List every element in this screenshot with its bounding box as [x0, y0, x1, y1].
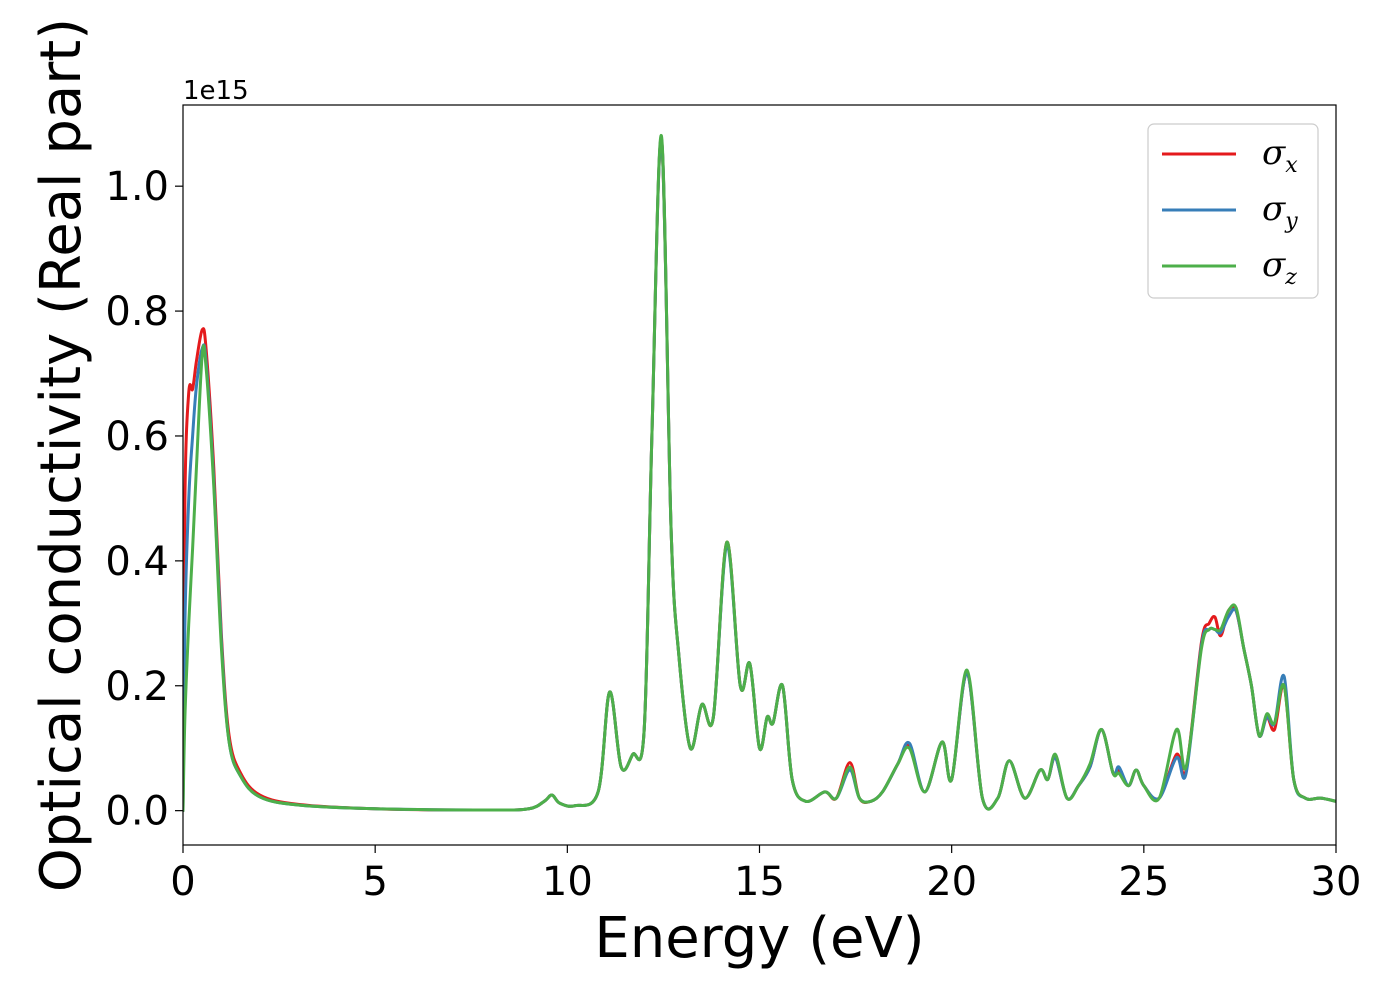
- series-layer: [183, 134, 1336, 813]
- legend-label-sigma-y: σy: [1262, 189, 1298, 234]
- y-tick-label: 0.0: [105, 789, 169, 835]
- x-tick-label: 20: [926, 859, 977, 905]
- y-axis-label: Optical conductivity (Real part): [29, 18, 94, 892]
- y-tick-label: 0.4: [105, 539, 169, 585]
- legend-label-sigma-x: σx: [1262, 133, 1298, 178]
- x-tick-label: 5: [362, 859, 387, 905]
- x-tick-label: 25: [1118, 859, 1169, 905]
- y-tick-label: 0.8: [105, 289, 169, 335]
- x-tick-label: 15: [734, 859, 785, 905]
- y-tick-label: 0.2: [105, 664, 169, 710]
- x-tick-label: 30: [1311, 859, 1362, 905]
- series-line-sigma-z: [183, 134, 1336, 813]
- x-axis-ticks: 0 5 10 15 20 25 30: [170, 845, 1361, 905]
- y-tick-label: 0.6: [105, 414, 169, 460]
- x-tick-label: 10: [542, 859, 593, 905]
- x-tick-label: 0: [170, 859, 195, 905]
- y-axis-ticks: 0.0 0.2 0.4 0.6 0.8 1.0: [105, 164, 183, 835]
- y-tick-label: 1.0: [105, 164, 169, 210]
- legend: σx σy σz: [1147, 123, 1319, 299]
- y-axis-offset-text: 1e15: [183, 76, 249, 106]
- legend-label-sigma-z: σz: [1262, 245, 1297, 290]
- x-axis-label: Energy (eV): [594, 906, 924, 971]
